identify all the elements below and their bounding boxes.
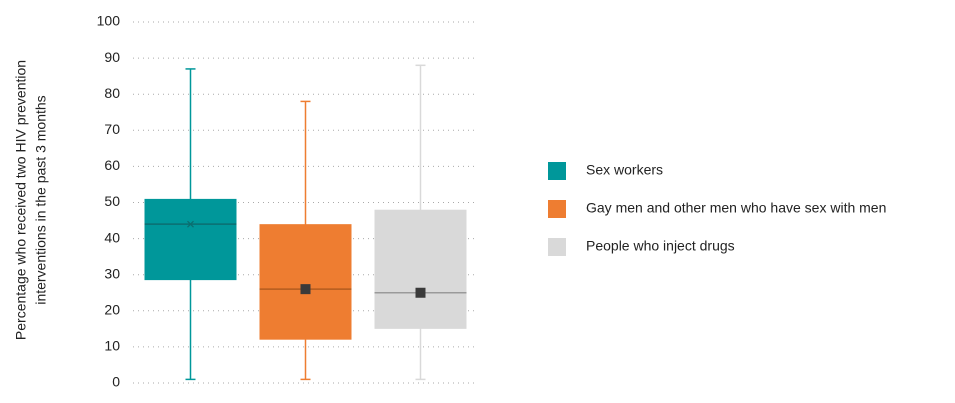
y-tick-label: 0 — [112, 374, 120, 390]
y-tick-label: 80 — [104, 85, 120, 101]
y-tick-label: 10 — [104, 338, 120, 354]
y-tick-label: 60 — [104, 157, 120, 173]
mean-marker — [415, 287, 426, 298]
mean-marker — [300, 284, 311, 295]
legend-swatch — [548, 162, 566, 180]
box — [259, 224, 352, 340]
legend-label: Gay men and other men who have sex with … — [586, 200, 886, 216]
box — [374, 209, 467, 329]
y-tick-label: 40 — [104, 229, 120, 245]
box — [144, 198, 237, 281]
y-tick-label: 90 — [104, 49, 120, 65]
y-tick-label: 100 — [97, 13, 121, 29]
y-tick-label: 30 — [104, 265, 120, 281]
y-tick-label: 20 — [104, 302, 120, 318]
legend-label: People who inject drugs — [586, 238, 735, 254]
legend-swatch — [548, 238, 566, 256]
y-axis-label: interventions in the past 3 months — [33, 95, 49, 304]
y-axis-label: Percentage who received two HIV preventi… — [13, 60, 29, 340]
mean-marker — [187, 220, 194, 228]
y-tick-label: 50 — [104, 193, 120, 209]
legend-label: Sex workers — [586, 162, 663, 178]
y-tick-label: 70 — [104, 121, 120, 137]
legend-swatch — [548, 200, 566, 218]
